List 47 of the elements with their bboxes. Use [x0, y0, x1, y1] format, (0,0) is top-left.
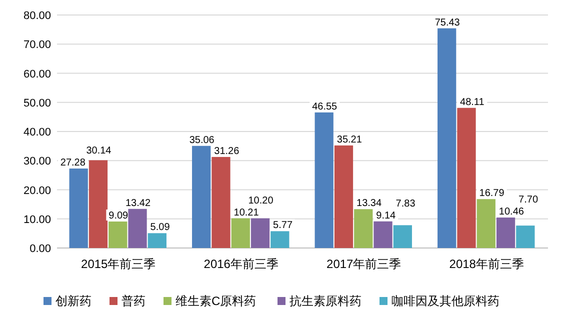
y-tick-label: 80.00: [23, 10, 51, 22]
data-label: 13.34: [356, 198, 382, 210]
bar: [69, 168, 88, 248]
data-label: 30.14: [86, 146, 112, 157]
data-label: 7.83: [396, 198, 416, 210]
y-tick-label: 50.00: [23, 97, 51, 110]
y-tick-label: 30.00: [23, 156, 51, 168]
data-label: 5.09: [150, 222, 170, 234]
bar: [393, 225, 412, 248]
legend-label: 维生素C原料药: [176, 294, 256, 308]
data-label: 9.09: [108, 210, 129, 222]
x-tick-label: 2015年前三季: [81, 257, 156, 271]
legend-label: 创新药: [56, 294, 92, 308]
x-tick-label: 2018年前三季: [449, 257, 524, 271]
data-label: 5.77: [273, 220, 293, 232]
data-label: 9.14: [376, 210, 396, 222]
x-tick-label: 2017年前三季: [326, 257, 402, 271]
data-label: 7.70: [518, 194, 538, 206]
y-tick-label: 40.00: [23, 126, 51, 138]
bar: [516, 226, 535, 248]
data-label: 16.79: [479, 188, 505, 200]
data-label: 10.20: [248, 195, 274, 206]
bar: [457, 108, 476, 248]
data-label: 27.28: [60, 158, 86, 169]
data-label: 13.42: [126, 198, 151, 209]
y-tick-label: 60.00: [23, 68, 51, 80]
legend-label: 普药: [122, 294, 146, 308]
data-label: 10.21: [234, 207, 260, 218]
bar: [88, 160, 108, 248]
data-label: 35.06: [189, 134, 215, 146]
y-tick-label: 10.00: [23, 214, 51, 226]
legend-label: 咖啡因及其他原料药: [392, 294, 500, 308]
y-tick-label: 70.00: [23, 39, 51, 52]
data-label: 48.11: [460, 96, 485, 108]
y-tick-label: 20.00: [23, 184, 51, 197]
y-tick-label: 0.00: [30, 243, 51, 255]
legend-label: 抗生素原料药: [290, 294, 362, 308]
bar: [374, 221, 392, 248]
x-tick-label: 2016年前三季: [204, 257, 278, 271]
bar: [314, 112, 334, 248]
data-label: 10.46: [498, 206, 524, 218]
data-label: 35.21: [336, 134, 362, 146]
data-label: 31.26: [214, 146, 240, 157]
data-label: 46.55: [312, 101, 338, 112]
data-label: 75.43: [434, 17, 460, 28]
bar: [476, 199, 496, 248]
bar: [270, 231, 290, 248]
